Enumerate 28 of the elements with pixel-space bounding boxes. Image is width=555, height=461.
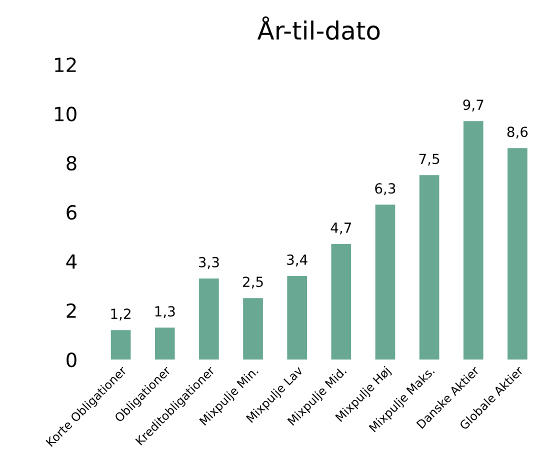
y-tick-label: 4 [66,254,77,269]
y-tick-label: 6 [66,205,76,220]
data-label: 3,3 [198,256,219,269]
y-tick-label: 12 [55,57,76,72]
y-tick-label: 2 [66,303,76,318]
chart-title: År-til-dato [257,16,380,40]
bar [154,328,175,360]
bar [508,148,528,360]
data-label: 8,6 [507,126,528,139]
bar [463,121,484,360]
data-label: 1,2 [111,308,130,320]
data-label: 9,7 [463,100,484,112]
data-label: 7,5 [419,154,440,166]
data-label: 6,3 [375,183,396,196]
data-label: 2,5 [242,276,263,289]
y-tick-label: 0 [66,352,76,368]
y-tick-label: 8 [66,156,76,171]
data-label: 4,7 [330,222,352,234]
data-label: 3,4 [287,254,308,266]
y-tick-label: 10 [55,106,76,122]
data-label: 1,3 [155,306,175,318]
bar [375,204,396,360]
bar [287,276,308,360]
bar [419,175,440,360]
bar [199,278,219,360]
bar [110,330,131,360]
bar [331,244,352,360]
bar [243,298,263,360]
